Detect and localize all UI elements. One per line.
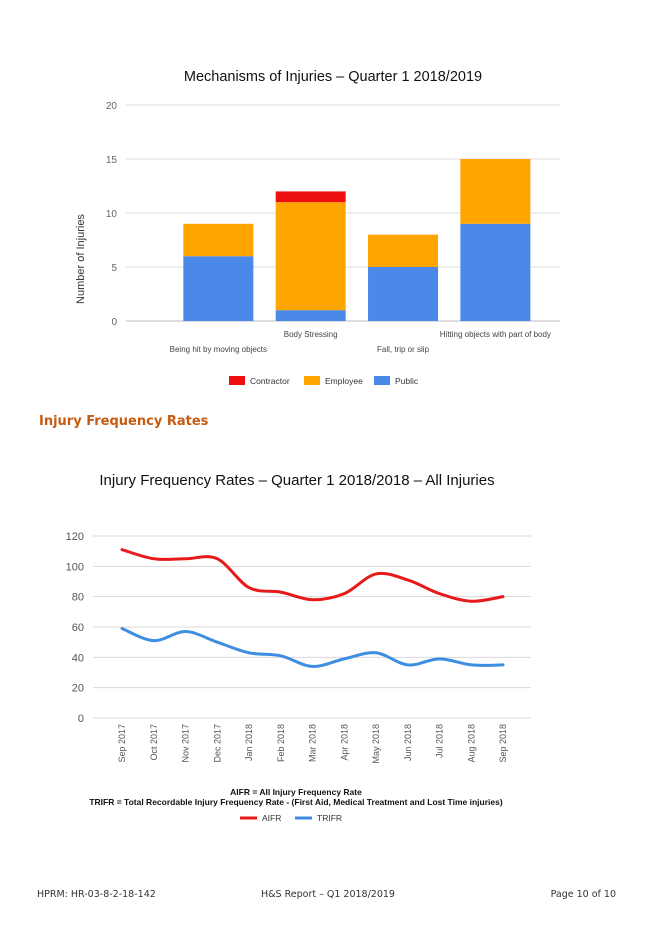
x-tick-label: Fall, trip or slip [377, 345, 430, 354]
chart-title: Mechanisms of Injuries – Quarter 1 2018/… [184, 69, 482, 85]
bar-public-2 [275, 310, 346, 321]
x-tick-label: Feb 2018 [276, 724, 286, 762]
x-tick-label: Jun 2018 [403, 724, 413, 761]
legend-label: Public [395, 376, 419, 386]
y-tick-label: 80 [72, 592, 84, 604]
x-tick-label: May 2018 [371, 724, 381, 764]
bar-public-4 [460, 223, 531, 321]
legend-item-contractor: Contractor [229, 376, 290, 386]
mechanisms-of-injuries-chart: Mechanisms of Injuries – Quarter 1 2018/… [75, 69, 560, 386]
x-tick-label: Being hit by moving objects [170, 345, 267, 354]
series-lines [120, 548, 505, 668]
bar-employee-3 [368, 234, 439, 267]
y-axis-ticks: 0 20 40 60 80 100 120 [66, 531, 84, 725]
bar-public-3 [368, 267, 439, 321]
gridlines [93, 535, 531, 719]
legend-swatch [229, 376, 245, 385]
y-tick-label: 20 [106, 101, 118, 112]
legend-swatch [304, 376, 320, 385]
y-tick-label: 60 [72, 622, 84, 634]
bar-public-1 [183, 256, 254, 321]
footer-report-title: H&S Report – Q1 2018/2019 [261, 889, 395, 900]
bars [183, 159, 531, 321]
x-tick-label: Dec 2017 [212, 724, 222, 763]
y-axis-label: Number of Injuries [75, 214, 87, 304]
x-tick-label: Jan 2018 [244, 724, 254, 761]
section-heading: Injury Frequency Rates [39, 414, 209, 429]
footer-document-id: HPRM: HR-03-8-2-18-142 [37, 889, 156, 900]
y-tick-label: 10 [106, 209, 118, 220]
y-axis-ticks: 0 5 10 15 20 [106, 101, 118, 328]
bar-employee-2 [275, 202, 346, 311]
y-tick-label: 0 [78, 713, 84, 725]
legend-item-employee: Employee [304, 376, 363, 386]
line-aifr [120, 548, 505, 603]
x-tick-label: Jul 2018 [435, 724, 445, 758]
x-tick-label: Apr 2018 [339, 724, 349, 761]
x-tick-label: Sep 2017 [117, 724, 127, 763]
chart-title: Injury Frequency Rates – Quarter 1 2018/… [99, 472, 494, 489]
x-tick-label: Nov 2017 [181, 724, 191, 763]
x-axis-labels: Sep 2017 Oct 2017 Nov 2017 Dec 2017 Jan 2018… [117, 724, 508, 764]
y-tick-label: 5 [111, 263, 117, 274]
legend-label: TRIFR [317, 813, 342, 823]
bar-employee-1 [183, 223, 254, 257]
x-tick-label: Mar 2018 [308, 724, 318, 762]
note-trifr: TRIFR = Total Recordable Injury Frequenc… [89, 797, 503, 807]
legend: Contractor Employee Public [229, 376, 419, 386]
bar-contractor-2 [275, 191, 346, 203]
y-tick-label: 120 [66, 531, 84, 543]
legend-label: Employee [325, 376, 363, 386]
y-tick-label: 100 [66, 561, 84, 573]
x-tick-label: Oct 2017 [149, 724, 159, 761]
line-trifr [120, 627, 505, 668]
x-tick-label: Aug 2018 [466, 724, 476, 763]
y-tick-label: 0 [111, 317, 117, 328]
note-aifr: AIFR = All Injury Frequency Rate [230, 787, 362, 797]
legend-item-public: Public [374, 376, 419, 386]
y-tick-label: 20 [72, 683, 84, 695]
legend-label: Contractor [250, 376, 290, 386]
footer-page-number: Page 10 of 10 [550, 889, 616, 900]
bar-employee-4 [460, 159, 531, 224]
x-tick-label: Body Stressing [284, 330, 338, 339]
x-tick-label: Hitting objects with part of body [440, 330, 551, 339]
legend-item-trifr: TRIFR [295, 813, 342, 823]
x-tick-label: Sep 2018 [498, 724, 508, 763]
y-tick-label: 15 [106, 155, 118, 166]
x-axis-labels: Being hit by moving objects Body Stressin… [170, 330, 551, 354]
legend-swatch [374, 376, 390, 385]
legend: AIFR TRIFR [240, 813, 342, 823]
y-tick-label: 40 [72, 652, 84, 664]
legend-label: AIFR [262, 813, 281, 823]
legend-item-aifr: AIFR [240, 813, 281, 823]
